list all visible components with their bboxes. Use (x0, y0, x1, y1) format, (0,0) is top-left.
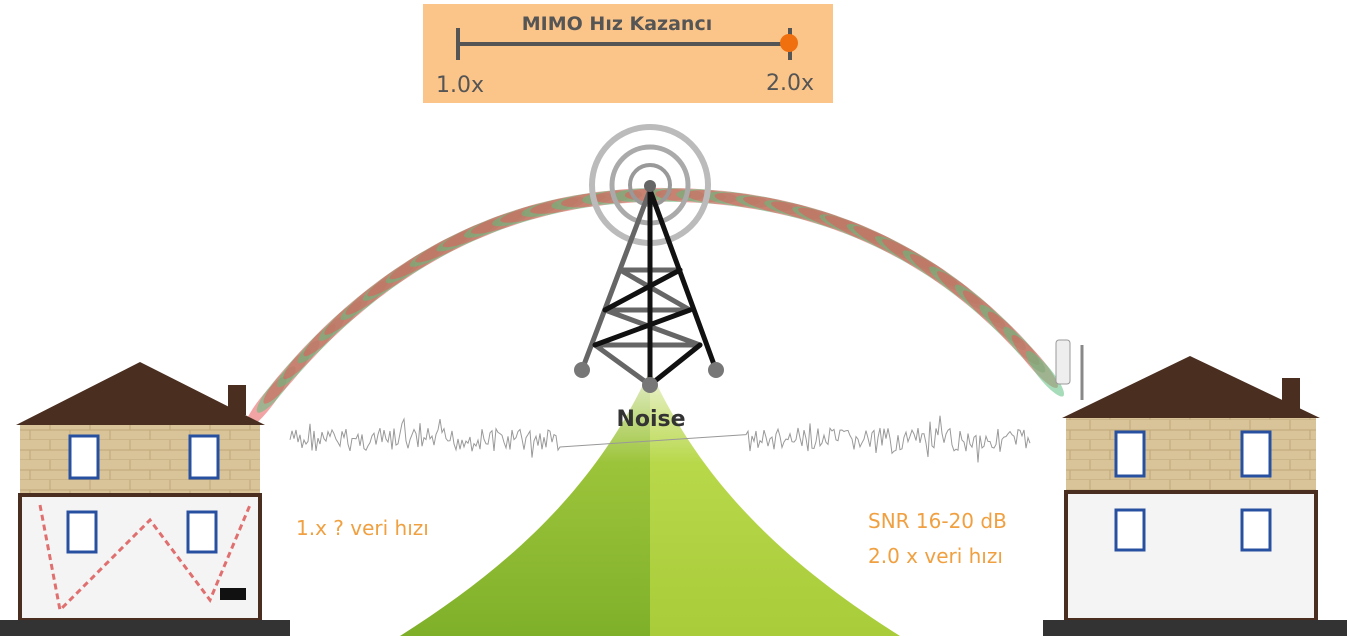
slider-min: 1.0x (436, 73, 484, 98)
tower: Noise (574, 124, 724, 432)
slider-max: 2.0x (766, 71, 814, 96)
noise-band (289, 415, 1031, 463)
right-caption: 2.0 x veri hızı (868, 544, 1003, 568)
lower-wall (1064, 490, 1318, 622)
wave-lobe (1025, 350, 1065, 397)
roof (16, 362, 265, 425)
upper-wall (1066, 418, 1316, 492)
left-house (0, 362, 290, 636)
roof (1062, 356, 1320, 418)
right-house (1043, 339, 1347, 636)
left-caption: 1.x ? veri hızı (296, 516, 429, 540)
tower-frame-right (592, 187, 719, 388)
antenna (1055, 339, 1071, 385)
coverage-right (650, 370, 900, 636)
slider-knob (780, 34, 798, 52)
chimney (1282, 378, 1300, 410)
window (68, 434, 100, 480)
indoor-reflection (38, 504, 252, 614)
signal-waves (244, 187, 1065, 430)
panel-bg (423, 4, 833, 103)
ground (1043, 620, 1347, 636)
window (66, 510, 98, 554)
tower-foot (708, 362, 724, 378)
window (188, 434, 220, 480)
tower-tip (644, 180, 656, 192)
right-caption: SNR 16-20 dB (868, 509, 1007, 533)
window (1240, 508, 1272, 552)
router (220, 588, 246, 600)
tower-foot (574, 362, 590, 378)
window (1114, 508, 1146, 552)
upper-wall (20, 425, 260, 495)
coverage-left (400, 370, 650, 636)
window (1240, 430, 1272, 478)
tower-foot (642, 377, 658, 393)
window (1114, 430, 1146, 478)
lower-wall (18, 493, 262, 622)
ground (0, 620, 290, 636)
noise-label: Noise (616, 407, 685, 432)
speed-gain-panel: MIMO Hız Kazancı 1.0x 2.0x (423, 4, 833, 103)
window (186, 510, 218, 554)
noise-trace (289, 415, 1031, 463)
panel-title: MIMO Hız Kazancı (522, 13, 712, 35)
chimney (228, 385, 246, 415)
